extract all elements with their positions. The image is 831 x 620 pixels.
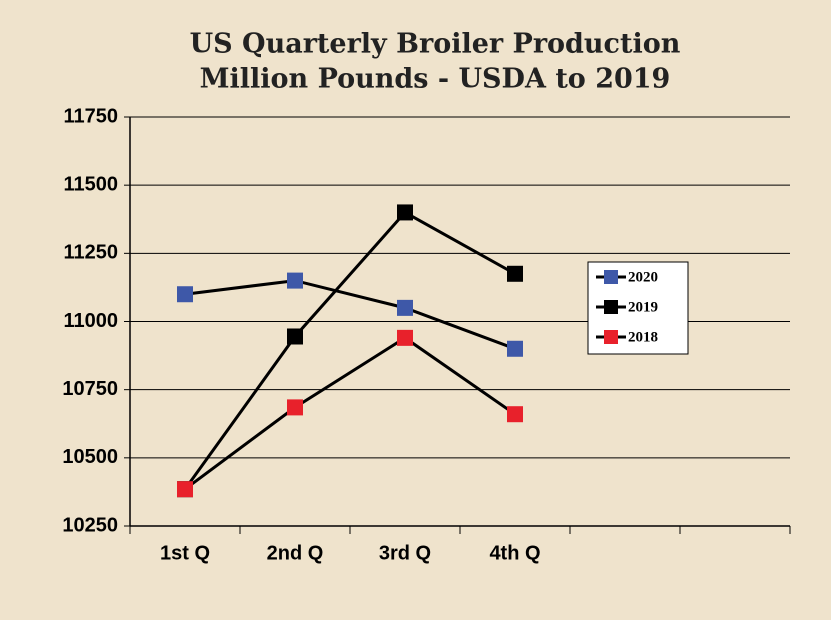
- legend-marker: [604, 300, 618, 314]
- series-line: [183, 210, 516, 491]
- series-line: [184, 279, 516, 351]
- chart-title: US Quarterly Broiler Production: [190, 29, 681, 60]
- x-tick-label: 3rd Q: [379, 542, 431, 564]
- y-tick-label: 10750: [62, 378, 118, 400]
- chart-subtitle: Million Pounds - USDA to 2019: [200, 64, 671, 95]
- marker: [397, 329, 413, 346]
- legend-label: 2019: [628, 299, 658, 315]
- x-tick-label: 2nd Q: [267, 542, 324, 564]
- x-tick-label: 1st Q: [160, 542, 210, 564]
- y-tick-label: 11750: [63, 105, 118, 127]
- marker: [287, 399, 303, 416]
- marker: [507, 265, 523, 282]
- legend-marker: [604, 270, 618, 284]
- y-tick-label: 10500: [62, 446, 118, 468]
- marker: [397, 299, 413, 316]
- marker: [287, 272, 303, 289]
- marker: [507, 340, 523, 357]
- series-line: [184, 336, 516, 491]
- legend-label: 2020: [628, 269, 658, 285]
- marker: [177, 286, 193, 303]
- marker: [507, 406, 523, 423]
- marker: [177, 481, 193, 498]
- legend-label: 2018: [628, 329, 658, 345]
- y-tick-label: 10250: [62, 514, 118, 536]
- marker: [397, 204, 413, 221]
- legend-marker: [604, 330, 618, 344]
- marker: [287, 328, 303, 345]
- x-tick-label: 4th Q: [489, 542, 540, 564]
- y-tick-label: 11250: [63, 242, 118, 264]
- y-tick-label: 11500: [63, 173, 118, 195]
- y-tick-label: 11000: [63, 310, 118, 332]
